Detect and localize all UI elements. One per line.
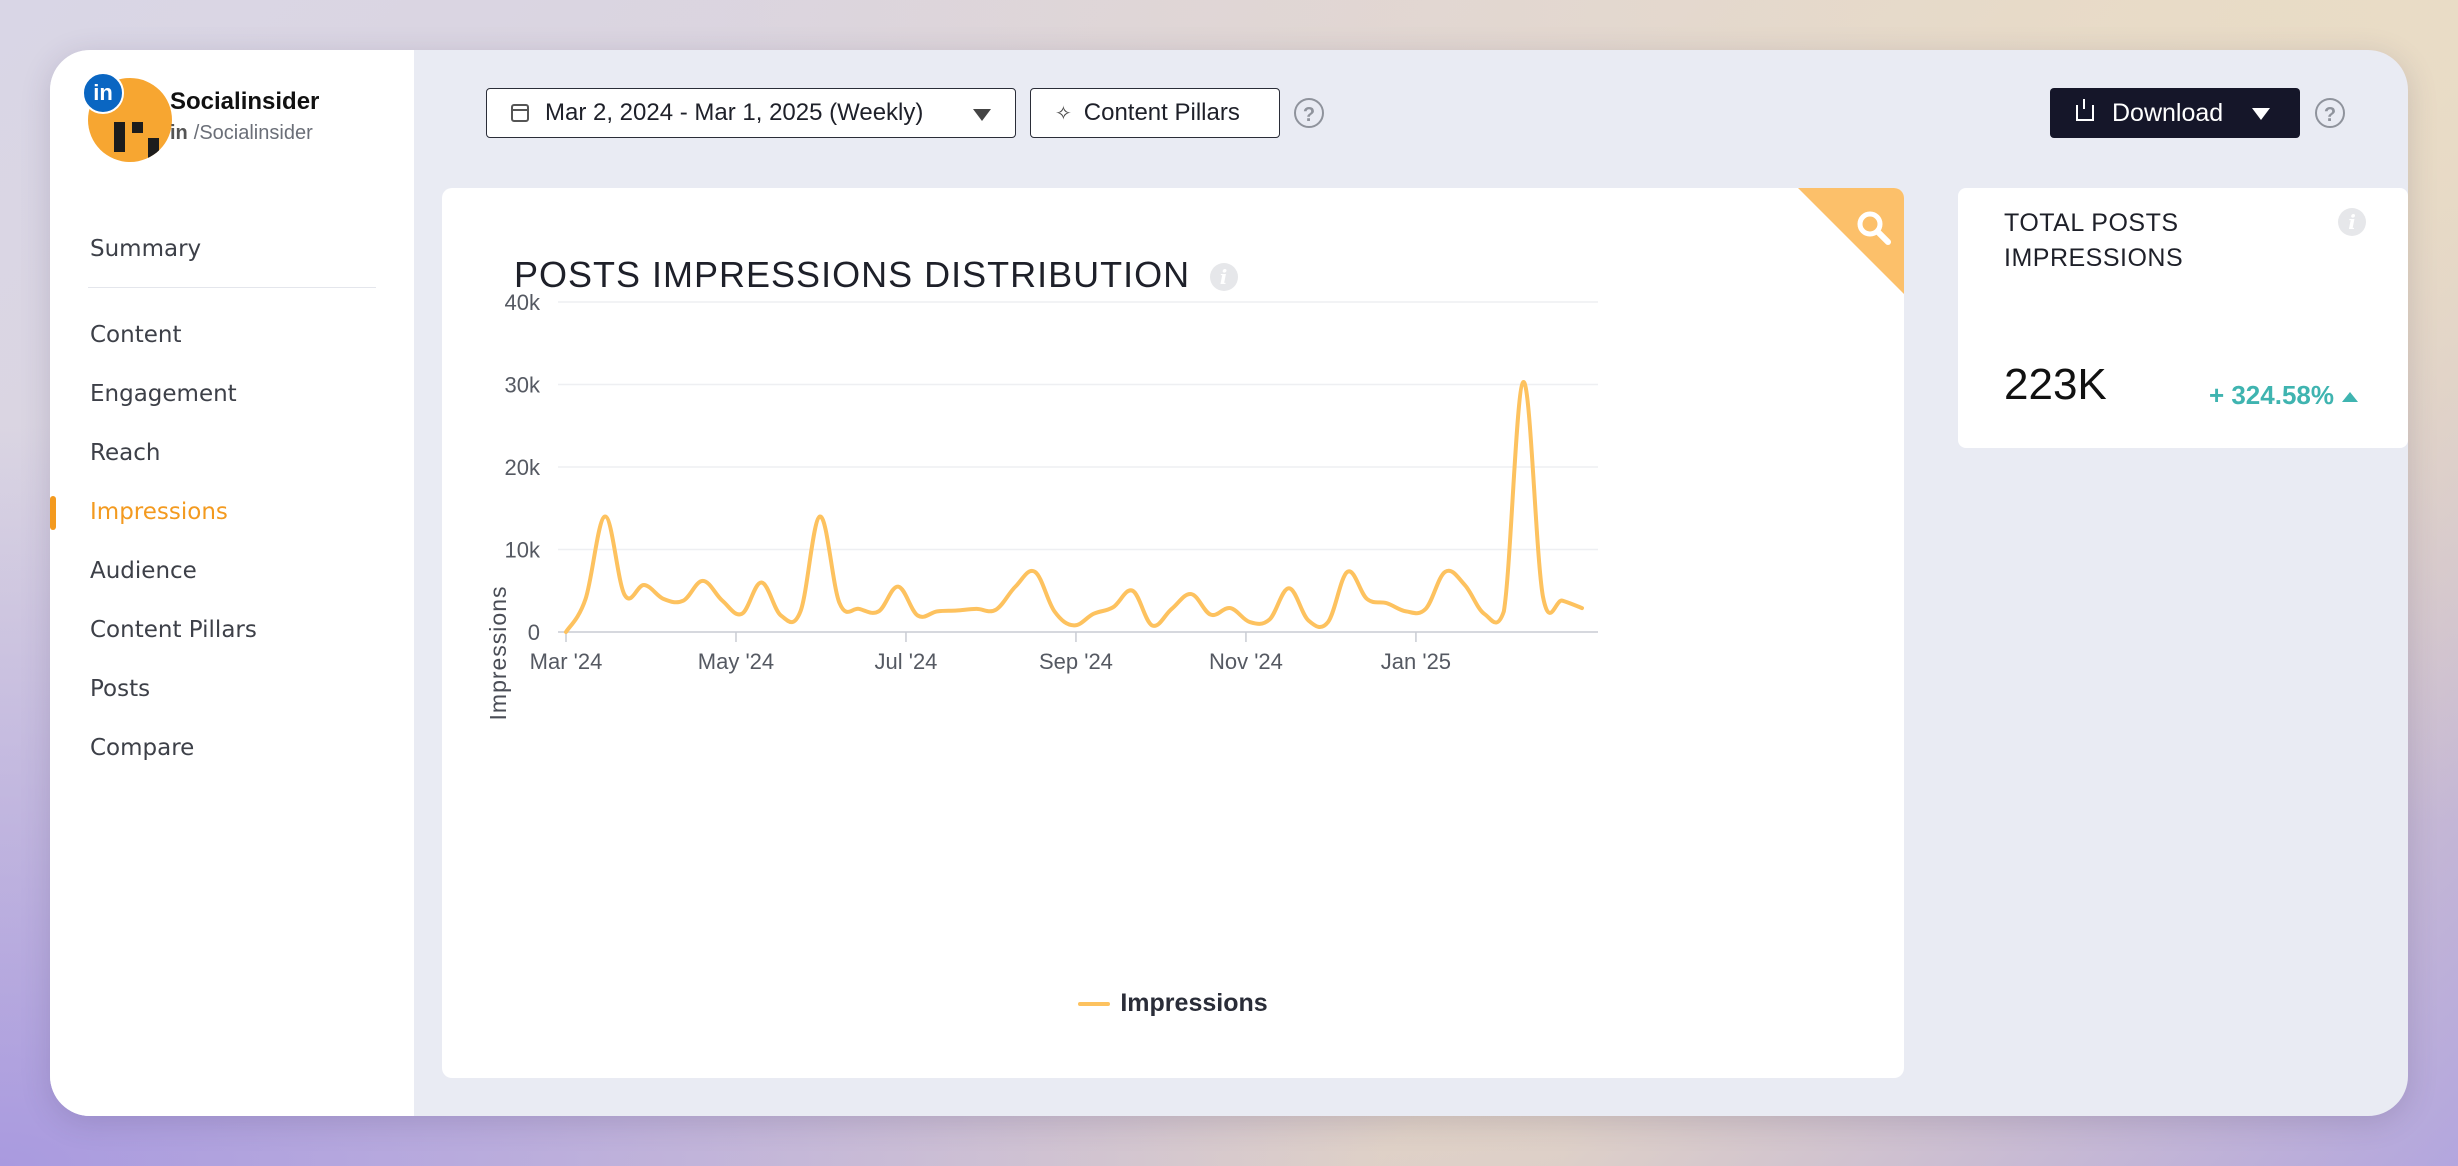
y-axis-label: Impressions xyxy=(485,586,511,721)
x-axis-ticks: Mar '24 May '24 Jul '24 Sep '24 Nov '24 Jan '… xyxy=(530,632,1451,674)
sidebar-item-posts[interactable]: Posts xyxy=(90,676,151,702)
impressions-line-chart[interactable]: 0 10k 20k 30k 40k Mar '24 May '24 Jul '24 Sep '… xyxy=(442,188,1904,1078)
download-button[interactable]: Download xyxy=(2050,88,2300,138)
chart-grid xyxy=(558,301,1598,633)
calendar-icon xyxy=(511,104,529,122)
impressions-distribution-card: POSTS IMPRESSIONS DISTRIBUTION i 0 10k 20k 3… xyxy=(442,188,1904,1078)
x-tick-label: Jan '25 xyxy=(1381,649,1451,674)
kpi-change: + 324.58% xyxy=(2209,380,2358,411)
linkedin-icon: in xyxy=(82,72,124,114)
chevron-down-icon xyxy=(973,109,991,121)
date-range-dropdown[interactable]: Mar 2, 2024 - Mar 1, 2025 (Weekly) xyxy=(486,88,1016,138)
download-icon xyxy=(2076,99,2094,121)
x-tick-label: Sep '24 xyxy=(1039,649,1113,674)
y-tick-label: 0 xyxy=(528,620,540,645)
profile-name: Socialinsider xyxy=(170,88,320,115)
x-tick-label: Jul '24 xyxy=(875,649,938,674)
date-range-label: Mar 2, 2024 - Mar 1, 2025 (Weekly) xyxy=(545,99,924,126)
total-impressions-card: TOTAL POSTS IMPRESSIONS i 223K + 324.58% xyxy=(1958,188,2408,448)
help-icon[interactable]: ? xyxy=(1294,98,1324,128)
chevron-down-icon[interactable] xyxy=(2252,108,2270,120)
x-tick-label: Mar '24 xyxy=(530,649,603,674)
profile-header[interactable]: in Socialinsider in/Socialinsider xyxy=(82,72,388,168)
sidebar-item-compare[interactable]: Compare xyxy=(90,735,195,761)
series-line-impressions[interactable] xyxy=(564,380,1584,634)
sidebar-item-reach[interactable]: Reach xyxy=(90,440,161,466)
arrow-up-icon xyxy=(2342,392,2358,403)
info-icon[interactable]: i xyxy=(1210,263,1239,292)
profile-handle-text: /Socialinsider xyxy=(193,122,313,144)
kpi-value: 223K xyxy=(2004,360,2107,409)
sidebar-item-summary[interactable]: Summary xyxy=(90,236,202,262)
x-tick-label: Nov '24 xyxy=(1209,649,1283,674)
profile-handle: in/Socialinsider xyxy=(170,122,313,145)
y-tick-label: 40k xyxy=(505,290,541,315)
sidebar-item-impressions[interactable]: Impressions xyxy=(50,483,414,542)
sidebar-item-audience[interactable]: Audience xyxy=(90,558,197,584)
chart-title: POSTS IMPRESSIONS DISTRIBUTION i xyxy=(514,254,1239,296)
sidebar: in Socialinsider in/Socialinsider Summar… xyxy=(50,50,414,1116)
sidebar-item-engagement[interactable]: Engagement xyxy=(90,381,237,407)
sidebar-item-content-pillars[interactable]: Content Pillars xyxy=(90,617,257,643)
content-pillars-label: Content Pillars xyxy=(1083,99,1240,126)
x-tick-label: May '24 xyxy=(698,649,774,674)
y-tick-label: 10k xyxy=(505,538,541,563)
y-tick-label: 30k xyxy=(505,373,541,398)
legend-swatch xyxy=(1078,1002,1111,1007)
search-icon[interactable] xyxy=(1854,208,1894,248)
kpi-label: TOTAL POSTS IMPRESSIONS xyxy=(2004,209,2184,272)
chart-legend[interactable]: Impressions xyxy=(442,989,1904,1018)
y-axis-ticks: 0 10k 20k 30k 40k xyxy=(505,290,541,645)
download-help-icon[interactable]: ? xyxy=(2315,98,2345,128)
app-window: in Socialinsider in/Socialinsider Summar… xyxy=(50,50,2408,1116)
main-content: Mar 2, 2024 - Mar 1, 2025 (Weekly) ✧ Con… xyxy=(414,50,2408,1116)
kpi-change-text: + 324.58% xyxy=(2208,380,2334,410)
sidebar-item-content[interactable]: Content xyxy=(90,322,182,348)
y-tick-label: 20k xyxy=(505,455,541,480)
info-icon[interactable]: i xyxy=(2338,208,2366,236)
sidebar-nav: Summary Content Engagement Reach Impress… xyxy=(50,220,414,778)
content-pillars-button[interactable]: ✧ Content Pillars xyxy=(1030,88,1280,138)
divider xyxy=(88,287,376,288)
sparkle-icon: ✧ xyxy=(1055,102,1072,125)
chart-title-text: POSTS IMPRESSIONS DISTRIBUTION xyxy=(514,254,1191,295)
linkedin-text-icon: in xyxy=(170,122,188,144)
download-label: Download xyxy=(2112,98,2224,127)
legend-label-impressions: Impressions xyxy=(1120,989,1268,1017)
